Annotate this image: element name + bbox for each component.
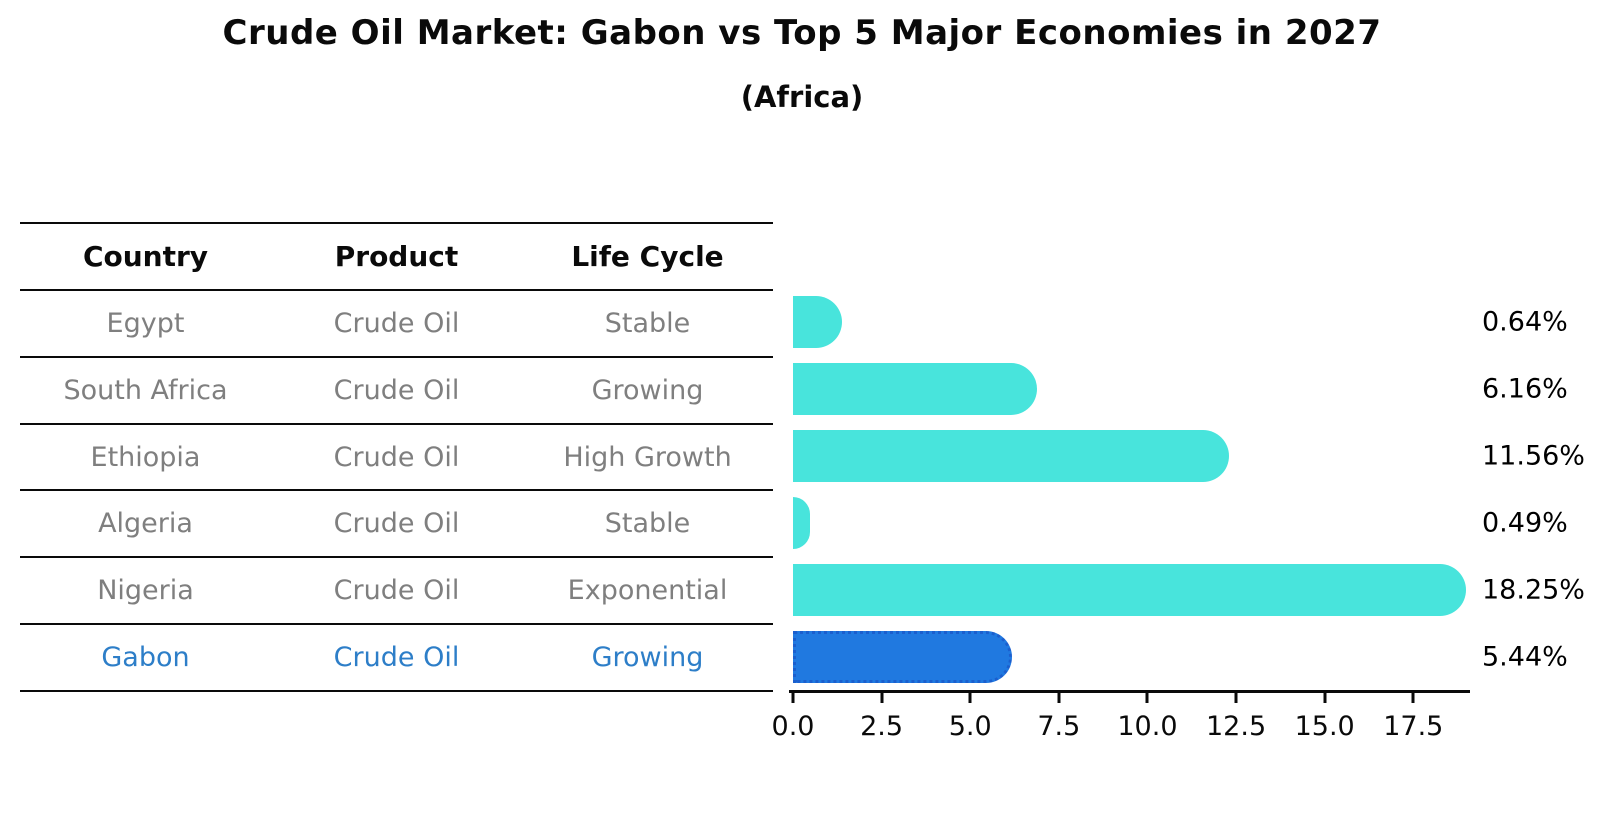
x-tick-label: 17.5 — [1383, 711, 1444, 742]
x-tick-label: 2.5 — [860, 711, 904, 742]
bar-highlight — [793, 630, 1012, 683]
chart-row: 18.25% — [793, 556, 1585, 623]
table-header-row: Country Product Life Cycle — [20, 224, 773, 291]
bar-value-label: 0.64% — [1482, 306, 1568, 338]
chart-row: 0.64% — [793, 289, 1568, 356]
column-header-life-cycle: Life Cycle — [571, 240, 724, 273]
bar — [793, 496, 811, 549]
cell-product: Crude Oil — [333, 441, 460, 473]
cell-country: Nigeria — [97, 575, 194, 607]
chart-row: 0.49% — [793, 489, 1568, 556]
cell-product: Crude Oil — [333, 642, 460, 674]
x-tick-label: 0.0 — [771, 711, 815, 742]
bar — [793, 296, 842, 349]
cell-product: Crude Oil — [333, 374, 460, 406]
chart-row: 5.44% — [793, 623, 1568, 690]
cell-country: Gabon — [101, 642, 190, 674]
country-table: Country Product Life Cycle Egypt Crude O… — [20, 222, 773, 692]
cell-product: Crude Oil — [333, 508, 460, 540]
x-tick-label: 7.5 — [1037, 711, 1081, 742]
bar-value-label: 0.49% — [1482, 507, 1568, 539]
column-header-product: Product — [334, 240, 459, 273]
x-tick-mark — [968, 693, 972, 703]
bar — [793, 430, 1229, 483]
cell-life-cycle: Stable — [604, 508, 691, 540]
cell-country: Algeria — [98, 508, 193, 540]
cell-life-cycle: Stable — [604, 307, 691, 339]
chart-title: Crude Oil Market: Gabon vs Top 5 Major E… — [222, 13, 1382, 53]
x-tick-label: 10.0 — [1117, 711, 1178, 742]
chart-row: 11.56% — [793, 423, 1585, 490]
table-row: Egypt Crude Oil Stable — [20, 291, 773, 358]
x-tick-label: 5.0 — [948, 711, 992, 742]
cell-country: Egypt — [106, 307, 185, 339]
table-row: Ethiopia Crude Oil High Growth — [20, 425, 773, 492]
x-tick-mark — [791, 693, 795, 703]
bar-chart: 0.64% 6.16% 11.56% 0.49% 18.25% 5.44% — [793, 289, 1585, 690]
bar — [793, 563, 1466, 616]
cell-country: Ethiopia — [90, 441, 201, 473]
x-tick-mark — [1411, 693, 1415, 703]
x-tick-mark — [1323, 693, 1327, 703]
cell-product: Crude Oil — [333, 575, 460, 607]
x-tick-label: 12.5 — [1206, 711, 1267, 742]
chart-subtitle: (Africa) — [740, 80, 864, 114]
bar-value-label: 18.25% — [1482, 574, 1585, 606]
x-tick-label: 15.0 — [1294, 711, 1355, 742]
x-axis-line — [789, 690, 1470, 693]
cell-life-cycle: Growing — [591, 374, 704, 406]
x-tick-mark — [1057, 693, 1061, 703]
chart-row: 6.16% — [793, 356, 1568, 423]
table-row: Algeria Crude Oil Stable — [20, 491, 773, 559]
bar-value-label: 6.16% — [1482, 373, 1568, 405]
x-tick-mark — [880, 693, 884, 703]
table-row: Nigeria Crude Oil Exponential — [20, 558, 773, 626]
cell-country: South Africa — [63, 374, 228, 406]
column-header-country: Country — [82, 240, 209, 273]
cell-product: Crude Oil — [333, 307, 460, 339]
cell-life-cycle: Exponential — [567, 575, 728, 607]
table-row: Gabon Crude Oil Growing — [20, 625, 773, 692]
x-tick-mark — [1234, 693, 1238, 703]
x-axis-ticks: 0.0 2.5 5.0 7.5 10.0 12.5 15.0 17.5 — [772, 693, 1470, 753]
bar-value-label: 11.56% — [1482, 440, 1585, 472]
bar-value-label: 5.44% — [1482, 641, 1568, 673]
bar — [793, 363, 1038, 416]
cell-life-cycle: High Growth — [563, 441, 732, 473]
cell-life-cycle: Growing — [591, 642, 704, 674]
x-tick-mark — [1145, 693, 1149, 703]
table-row: South Africa Crude Oil Growing — [20, 358, 773, 425]
